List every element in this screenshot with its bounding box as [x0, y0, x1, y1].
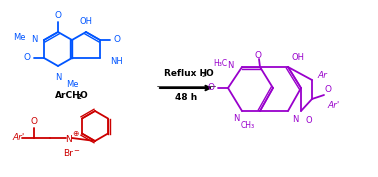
Text: O: O — [208, 84, 214, 93]
Text: OH: OH — [291, 53, 304, 61]
Text: Me: Me — [14, 33, 26, 42]
Text: O: O — [324, 84, 332, 93]
Text: N: N — [65, 135, 71, 144]
Text: Br: Br — [63, 149, 73, 158]
Text: −: − — [73, 148, 79, 154]
Text: Ar': Ar' — [328, 101, 340, 110]
Text: ArCH: ArCH — [55, 90, 81, 99]
Text: N: N — [228, 61, 234, 70]
Text: O: O — [54, 10, 62, 19]
Text: CH₃: CH₃ — [241, 121, 255, 130]
Text: O: O — [306, 116, 313, 125]
Text: N: N — [32, 36, 38, 44]
Text: N: N — [234, 114, 240, 123]
Text: $_2$O: $_2$O — [201, 68, 215, 80]
Text: NH: NH — [110, 58, 123, 67]
Text: Reflux H: Reflux H — [164, 70, 208, 79]
Text: N: N — [292, 115, 298, 124]
Text: OH: OH — [79, 18, 93, 27]
Text: N: N — [55, 73, 61, 82]
Text: H₃C: H₃C — [213, 59, 227, 67]
Text: O: O — [79, 90, 87, 99]
Text: Me: Me — [66, 80, 79, 89]
Text: O: O — [254, 50, 262, 59]
Text: Ar': Ar' — [12, 133, 24, 142]
Text: ⊕: ⊕ — [72, 129, 78, 138]
Text: O: O — [31, 116, 37, 125]
Text: O: O — [23, 53, 31, 62]
Text: 2: 2 — [77, 94, 81, 100]
Text: 48 h: 48 h — [175, 93, 197, 102]
Text: O: O — [113, 36, 121, 44]
Text: Ar: Ar — [317, 70, 327, 79]
